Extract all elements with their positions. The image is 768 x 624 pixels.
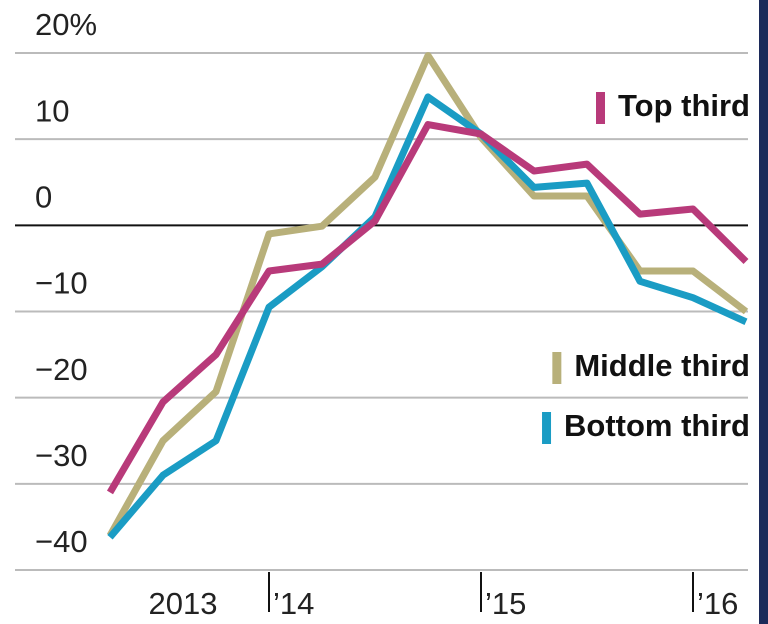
x-tick-label: ’14 xyxy=(273,586,314,621)
y-tick-label: 10 xyxy=(35,93,69,128)
x-tick-label: ’15 xyxy=(485,586,526,621)
y-tick-label: 0 xyxy=(35,180,52,215)
series-line xyxy=(107,93,748,540)
legend-swatch xyxy=(542,412,552,444)
legend-swatch xyxy=(596,92,605,124)
legend-label: Middle third xyxy=(574,348,750,383)
y-tick-label: −10 xyxy=(35,266,88,301)
series-line xyxy=(106,52,749,538)
x-tick-label: ’16 xyxy=(697,586,738,621)
y-tick-label: −30 xyxy=(35,438,88,473)
legend-label: Bottom third xyxy=(564,408,750,443)
legend-swatch xyxy=(552,352,562,384)
y-tick-label: −40 xyxy=(35,524,88,559)
frame-edge xyxy=(759,0,768,624)
y-tick-label: −20 xyxy=(35,352,88,387)
series-line xyxy=(106,121,749,495)
x-tick-label: 2013 xyxy=(149,586,218,621)
legend-label: Top third xyxy=(618,88,750,123)
y-tick-label: 20% xyxy=(35,7,97,42)
